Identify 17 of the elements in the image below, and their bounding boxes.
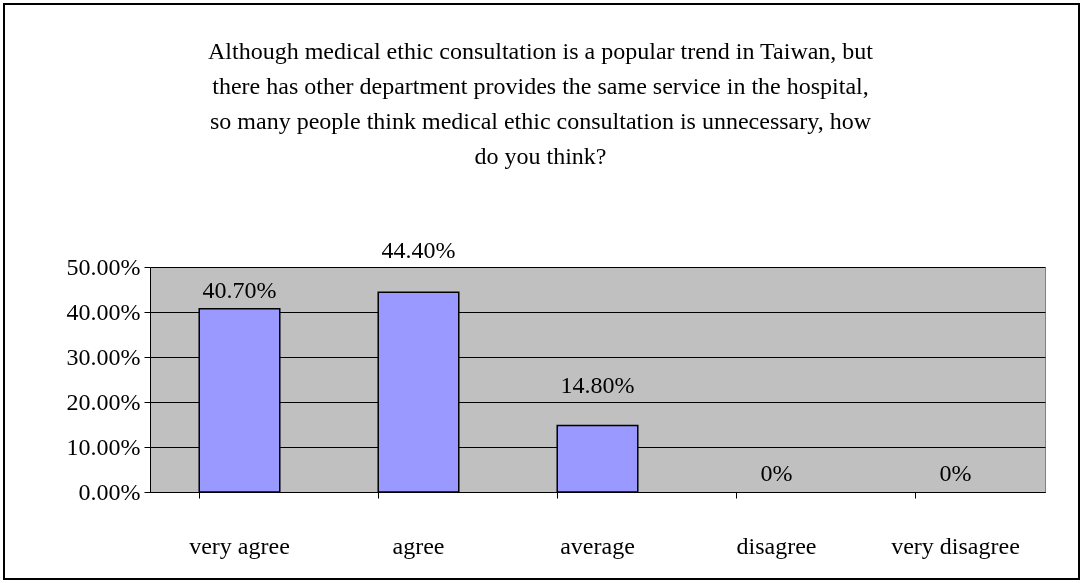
y-tick-label: 10.00%	[66, 433, 141, 460]
data-label: 0%	[939, 460, 972, 486]
x-tick-label: very agree	[189, 532, 290, 559]
x-tick-label: agree	[392, 532, 445, 559]
x-tick-label: average	[560, 532, 635, 559]
y-tick-label: 30.00%	[66, 343, 141, 370]
data-label: 40.70%	[202, 276, 277, 303]
y-tick-label: 40.00%	[66, 298, 141, 325]
y-tick-label: 0.00%	[78, 478, 141, 505]
chart-title: Although medical ethic consultation is a popular trend in Taiwan, but there has other department provides the same service in the hospital, so many people think medical ethic consultation is unnecessary, how do you think?	[207, 38, 874, 169]
x-tick-label: very disagree	[891, 532, 1020, 559]
x-tick-label: disagree	[736, 532, 817, 559]
y-tick-label: 20.00%	[66, 388, 141, 415]
data-label: 44.40%	[381, 237, 456, 263]
data-label: 14.80%	[560, 372, 635, 398]
data-label: 0%	[760, 460, 793, 486]
y-tick-label: 50.00%	[66, 253, 141, 280]
